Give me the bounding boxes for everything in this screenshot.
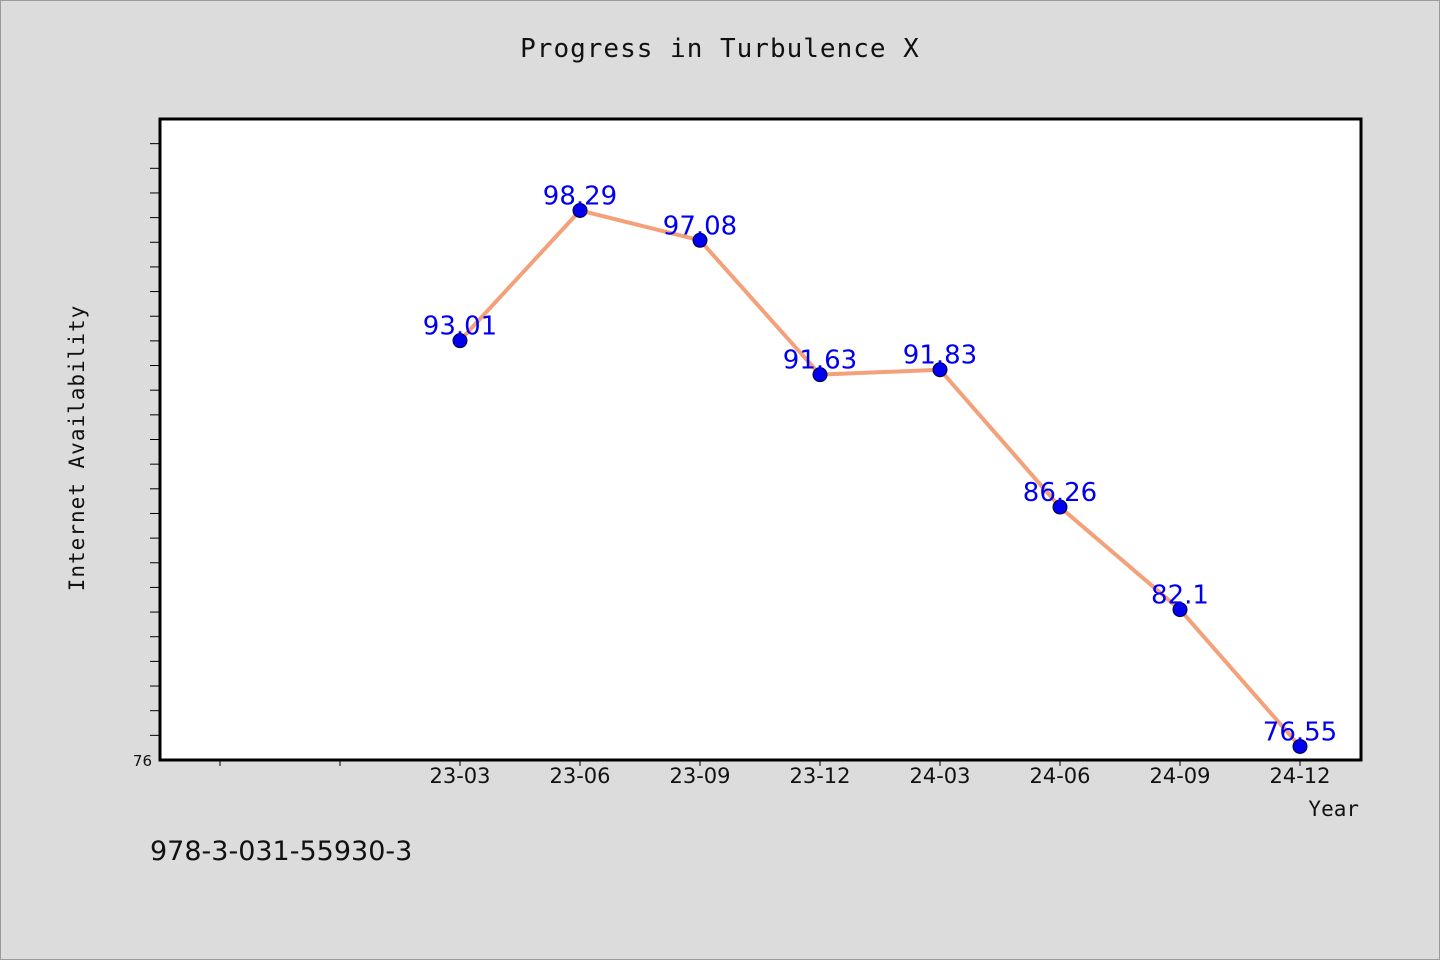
x-tick-label: 23-06 <box>549 764 610 788</box>
data-point <box>1292 738 1308 754</box>
data-label: 76.55 <box>1263 717 1337 747</box>
data-label: 98.29 <box>543 181 617 211</box>
data-label: 93.01 <box>423 312 497 342</box>
series-layer: 93.01 98.29 97.08 91.63 91.83 86.26 82.1 76.55 <box>423 181 1337 754</box>
x-tick-label: 23-03 <box>429 764 490 788</box>
x-tick-label: 23-09 <box>669 764 730 788</box>
data-label: 91.83 <box>903 341 977 371</box>
data-label: 91.63 <box>783 346 857 376</box>
footnote-isbn: 978-3-031-55930-3 <box>150 836 413 867</box>
data-point <box>692 232 708 248</box>
y-axis-label: Internet Availability <box>65 305 89 592</box>
x-tick-label: 24-03 <box>909 764 970 788</box>
data-point <box>1172 602 1188 618</box>
series-line <box>458 208 1302 748</box>
data-point <box>1052 499 1068 515</box>
y-tick-label: 76 <box>133 752 152 770</box>
data-label: 86.26 <box>1023 478 1097 508</box>
data-label: 97.08 <box>663 211 737 241</box>
plot-area <box>158 117 1363 762</box>
x-tick-label: 23-12 <box>789 764 850 788</box>
data-point <box>572 202 588 218</box>
x-tick-label: 24-09 <box>1149 764 1210 788</box>
x-tick-label: 24-12 <box>1269 764 1330 788</box>
y-axis-ticks: 76 <box>133 143 160 770</box>
x-axis-label: Year <box>1308 797 1359 821</box>
data-point <box>932 362 948 378</box>
x-axis-ticks: 23-03 23-06 23-09 23-12 24-03 24-06 24-09 24-12 <box>219 760 1331 788</box>
data-label: 82.1 <box>1151 581 1209 611</box>
data-point <box>812 367 828 383</box>
x-tick-label: 24-06 <box>1029 764 1090 788</box>
chart-title: Progress in Turbulence X <box>520 34 920 64</box>
data-point <box>452 333 468 349</box>
